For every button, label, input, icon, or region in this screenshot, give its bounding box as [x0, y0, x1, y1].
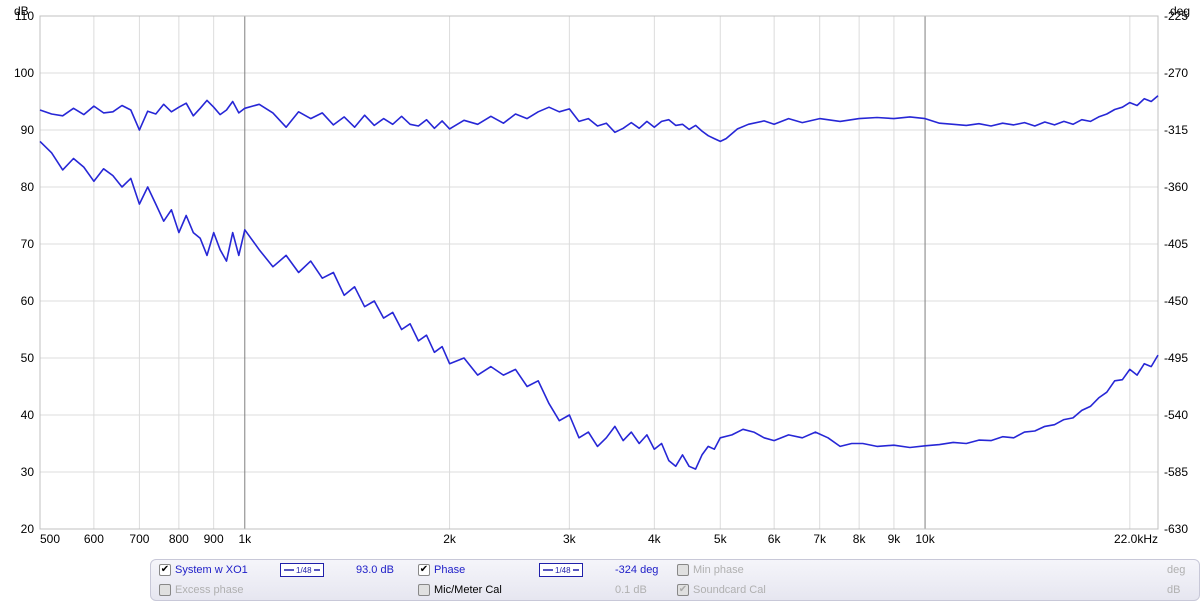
svg-text:600: 600 — [84, 532, 104, 546]
svg-text:20: 20 — [21, 522, 35, 536]
svg-text:9k: 9k — [888, 532, 902, 546]
svg-text:4k: 4k — [648, 532, 662, 546]
chart-plot: 20 30 40 50 60 70 80 90 100 110 -225 -270 -315 -360 -4… — [0, 0, 1200, 560]
mic-label: Mic/Meter Cal — [434, 584, 502, 596]
svg-text:1/48: 1/48 — [296, 566, 312, 575]
mic-value: 0.1 dB — [615, 584, 671, 596]
svg-text:-315: -315 — [1164, 123, 1188, 137]
minphase-label: Min phase — [693, 564, 744, 576]
svg-text:1/48: 1/48 — [555, 566, 571, 575]
svg-text:22.0kHz: 22.0kHz — [1114, 532, 1158, 546]
soundcard-checkbox[interactable]: ✔ — [677, 584, 689, 596]
phase-label: Phase — [434, 564, 465, 576]
svg-text:800: 800 — [169, 532, 189, 546]
phase-smoothing-badge[interactable]: 1/48 — [539, 563, 583, 577]
svg-text:2k: 2k — [443, 532, 457, 546]
svg-text:900: 900 — [204, 532, 224, 546]
svg-text:-495: -495 — [1164, 351, 1188, 365]
row2-unit: dB — [1167, 584, 1191, 596]
phase-value: -324 deg — [615, 564, 671, 576]
svg-text:-405: -405 — [1164, 237, 1188, 251]
svg-text:6k: 6k — [768, 532, 782, 546]
svg-text:90: 90 — [21, 123, 35, 137]
svg-text:-270: -270 — [1164, 66, 1188, 80]
legend-panel: ✔ System w XO1 1/48 93.0 dB ✔ Phase 1/48… — [150, 559, 1200, 601]
mic-checkbox[interactable] — [418, 584, 430, 596]
minphase-checkbox[interactable] — [677, 564, 689, 576]
svg-text:700: 700 — [129, 532, 149, 546]
svg-text:7k: 7k — [813, 532, 827, 546]
excess-checkbox[interactable] — [159, 584, 171, 596]
svg-text:50: 50 — [21, 351, 35, 365]
svg-text:70: 70 — [21, 237, 35, 251]
svg-text:3k: 3k — [563, 532, 577, 546]
svg-text:10k: 10k — [915, 532, 935, 546]
phase-checkbox[interactable]: ✔ — [418, 564, 430, 576]
svg-text:500: 500 — [40, 532, 60, 546]
svg-text:5k: 5k — [714, 532, 728, 546]
svg-text:60: 60 — [21, 294, 35, 308]
row1-unit: deg — [1167, 564, 1191, 576]
svg-text:8k: 8k — [853, 532, 867, 546]
svg-text:-450: -450 — [1164, 294, 1188, 308]
svg-text:-540: -540 — [1164, 408, 1188, 422]
svg-text:-585: -585 — [1164, 465, 1188, 479]
excess-label: Excess phase — [175, 584, 243, 596]
svg-text:-225: -225 — [1164, 9, 1188, 23]
system-label: System w XO1 — [175, 564, 248, 576]
system-smoothing-badge[interactable]: 1/48 — [280, 563, 324, 577]
svg-text:1k: 1k — [238, 532, 252, 546]
soundcard-label: Soundcard Cal — [693, 584, 766, 596]
svg-text:100: 100 — [14, 66, 34, 80]
svg-text:110: 110 — [15, 9, 34, 23]
svg-text:80: 80 — [21, 180, 35, 194]
svg-text:30: 30 — [21, 465, 35, 479]
system-checkbox[interactable]: ✔ — [159, 564, 171, 576]
svg-text:-360: -360 — [1164, 180, 1188, 194]
system-value: 93.0 dB — [356, 564, 412, 576]
svg-text:-630: -630 — [1164, 522, 1188, 536]
svg-text:40: 40 — [21, 408, 35, 422]
